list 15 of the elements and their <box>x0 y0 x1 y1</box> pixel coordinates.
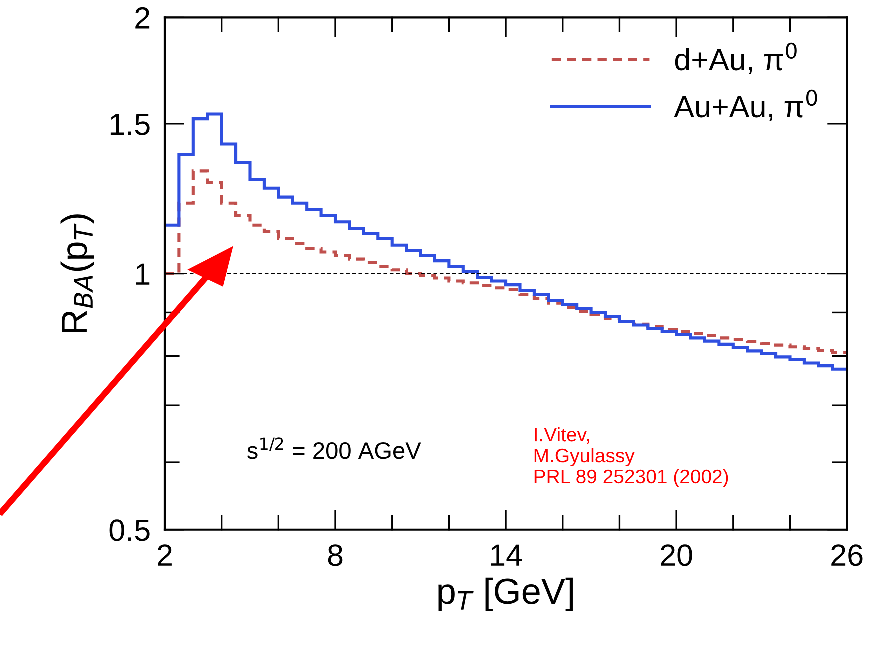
y-tick-label: 1 <box>136 264 150 285</box>
y-tick-label: 0.5 <box>110 520 150 542</box>
annotation: s$^{1/2}$ = 200 AGeV <box>247 438 422 460</box>
x-tick-label: 26 <box>832 544 863 566</box>
annotation: I.Vitev, M.Gyulassy PRL 89 252301 (2002) <box>534 427 728 488</box>
legend-label: Au+Au, π$^{0}$ <box>674 90 818 122</box>
x-tick-label: 8 <box>328 544 343 566</box>
x-tick-label: 2 <box>158 544 172 566</box>
y-tick-label: 2 <box>136 7 150 29</box>
x-tick-label: 20 <box>661 544 692 566</box>
x-tick-label: 14 <box>491 544 522 566</box>
y-axis-title: R$_{BA}$(p$_{T}$) <box>60 214 94 332</box>
legend-label: d+Au, π$^{0}$ <box>675 42 797 74</box>
x-axis-title: p$_{T}$ [GeV] <box>438 578 573 612</box>
y-tick-label: 1.5 <box>110 114 150 136</box>
